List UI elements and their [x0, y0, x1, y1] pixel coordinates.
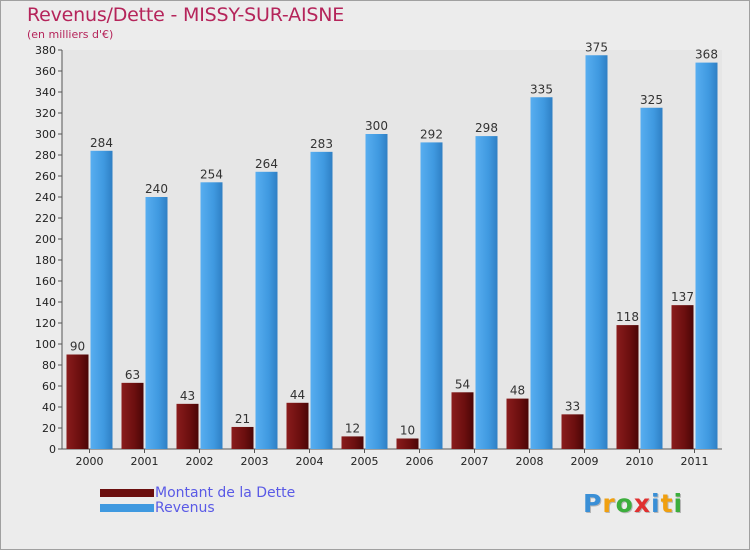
bar-label-dette: 21 — [235, 412, 250, 426]
y-tick-label: 260 — [35, 170, 56, 183]
y-tick-label: 60 — [42, 380, 56, 393]
bar-label-dette: 90 — [70, 340, 85, 354]
bar-label-revenus: 254 — [200, 167, 223, 181]
y-tick-label: 300 — [35, 128, 56, 141]
bar-label-dette: 54 — [455, 377, 470, 391]
y-tick-label: 320 — [35, 107, 56, 120]
bar-revenus — [310, 151, 333, 449]
logo-letter: P — [583, 489, 603, 518]
y-tick-label: 160 — [35, 275, 56, 288]
y-tick-label: 120 — [35, 317, 56, 330]
bar-label-revenus: 298 — [475, 121, 498, 135]
y-tick-label: 180 — [35, 254, 56, 267]
bar-dette — [506, 398, 529, 449]
y-tick-label: 360 — [35, 65, 56, 78]
proxiti-logo: Proxiti — [583, 489, 683, 518]
bar-label-dette: 43 — [180, 389, 195, 403]
bar-label-dette: 12 — [345, 421, 360, 435]
bar-dette — [341, 436, 364, 449]
y-tick-label: 140 — [35, 296, 56, 309]
bar-label-dette: 63 — [125, 368, 140, 382]
bar-label-dette: 137 — [671, 290, 694, 304]
x-tick-label: 2001 — [131, 455, 159, 468]
bar-label-dette: 10 — [400, 424, 415, 438]
bar-revenus — [420, 142, 443, 449]
y-tick-label: 220 — [35, 212, 56, 225]
bar-revenus — [640, 107, 663, 449]
y-tick-label: 40 — [42, 401, 56, 414]
x-tick-label: 2011 — [681, 455, 709, 468]
bar-label-revenus: 368 — [695, 48, 718, 62]
y-tick-label: 200 — [35, 233, 56, 246]
y-tick-label: 340 — [35, 86, 56, 99]
bar-dette — [121, 382, 144, 449]
bar-dette — [66, 354, 89, 449]
logo-letter: o — [615, 489, 634, 518]
bar-label-revenus: 325 — [640, 93, 663, 107]
bar-dette — [561, 414, 584, 449]
x-tick-label: 2008 — [516, 455, 544, 468]
logo-letter: i — [673, 489, 684, 518]
bar-dette — [671, 305, 694, 449]
x-tick-label: 2007 — [461, 455, 489, 468]
bar-label-dette: 48 — [510, 384, 525, 398]
bar-label-revenus: 283 — [310, 137, 333, 151]
y-tick-label: 80 — [42, 359, 56, 372]
logo-letter: r — [602, 489, 616, 518]
chart-subtitle: (en milliers d'€) — [27, 28, 114, 41]
x-tick-label: 2003 — [241, 455, 269, 468]
bar-revenus — [530, 97, 553, 449]
bar-label-revenus: 264 — [255, 157, 278, 171]
legend-swatch-revenus — [100, 504, 154, 512]
bar-revenus — [255, 171, 278, 450]
bar-revenus — [90, 150, 113, 450]
bar-label-revenus: 284 — [90, 136, 113, 150]
bar-revenus — [365, 134, 388, 449]
legend-label-revenus: Revenus — [155, 500, 215, 516]
bar-dette — [616, 325, 639, 449]
chart-title: Revenus/Dette - MISSY-SUR-AISNE — [27, 4, 345, 26]
bar-revenus — [145, 197, 168, 449]
x-tick-label: 2005 — [351, 455, 379, 468]
logo-letter: t — [660, 489, 674, 518]
bar-label-dette: 118 — [616, 310, 639, 324]
legend-label-dette: Montant de la Dette — [155, 485, 296, 501]
bar-label-revenus: 335 — [530, 82, 553, 96]
y-tick-label: 0 — [49, 443, 56, 456]
y-tick-label: 20 — [42, 422, 56, 435]
bar-label-revenus: 292 — [420, 127, 443, 141]
bar-label-revenus: 240 — [145, 182, 168, 196]
y-tick-label: 240 — [35, 191, 56, 204]
plot-area — [62, 50, 722, 449]
bar-dette — [396, 438, 419, 449]
y-tick-label: 380 — [35, 44, 56, 57]
logo-letter: i — [651, 489, 661, 518]
bar-dette — [286, 402, 309, 449]
x-tick-label: 2002 — [186, 455, 214, 468]
bar-revenus — [475, 136, 498, 449]
x-tick-label: 2006 — [406, 455, 434, 468]
bar-dette — [176, 403, 199, 449]
bar-label-dette: 33 — [565, 399, 580, 413]
x-tick-label: 2000 — [76, 455, 104, 468]
y-tick-label: 280 — [35, 149, 56, 162]
bar-revenus — [200, 182, 223, 450]
logo-letter: x — [633, 489, 651, 518]
bar-revenus — [695, 62, 718, 449]
legend-swatch-dette — [100, 489, 154, 497]
bar-label-revenus: 375 — [585, 40, 608, 54]
y-tick-label: 100 — [35, 338, 56, 351]
bar-label-revenus: 300 — [365, 119, 388, 133]
bar-dette — [231, 426, 254, 449]
x-tick-label: 2004 — [296, 455, 324, 468]
x-tick-label: 2009 — [571, 455, 599, 468]
bar-dette — [451, 392, 474, 449]
bar-revenus — [585, 55, 608, 449]
bar-label-dette: 44 — [290, 388, 305, 402]
x-tick-label: 2010 — [626, 455, 654, 468]
